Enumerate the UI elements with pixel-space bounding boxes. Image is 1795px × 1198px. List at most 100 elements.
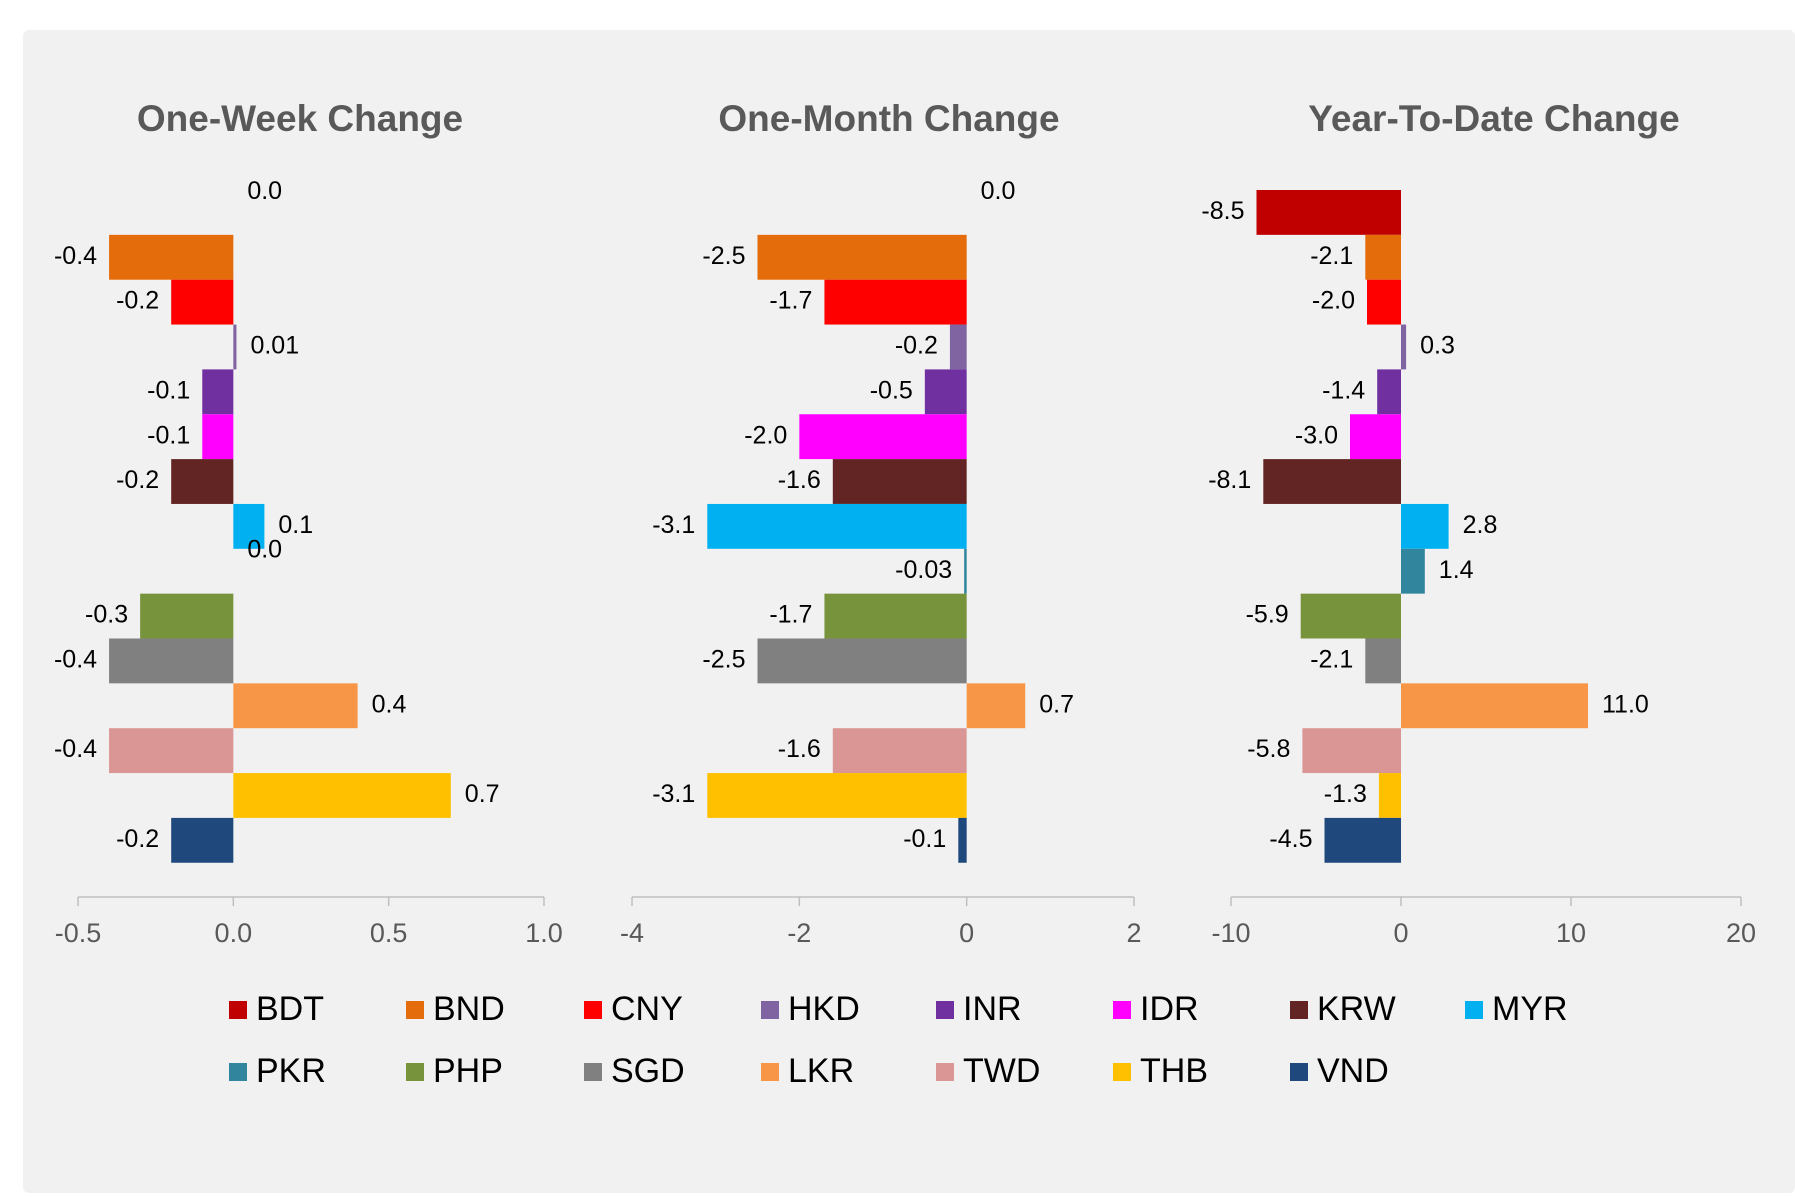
data-label: -8.1 [1208, 466, 1251, 494]
bar [109, 234, 234, 280]
legend-label: BND [433, 990, 505, 1028]
x-tick-label: 0 [959, 918, 974, 948]
data-label: -2.5 [702, 646, 745, 674]
legend-swatch [1465, 1001, 1483, 1019]
legend-swatch [1113, 1063, 1131, 1081]
data-label: -0.1 [147, 376, 190, 404]
data-label: -1.7 [769, 601, 812, 629]
chart-title: Year-To-Date Change [1308, 98, 1679, 139]
x-tick-label: -2 [787, 918, 811, 948]
bar [233, 773, 451, 818]
data-label: 0.0 [981, 177, 1016, 205]
bar [824, 279, 967, 325]
legend-swatch [229, 1001, 247, 1019]
bar [233, 683, 358, 729]
data-label: 0.7 [465, 780, 500, 808]
legend-label: MYR [1492, 990, 1568, 1028]
data-label: -2.0 [744, 421, 787, 449]
x-tick-label: 0.0 [215, 918, 253, 948]
bar [757, 638, 967, 684]
data-label: 0.0 [247, 177, 282, 205]
data-label: 0.7 [1039, 690, 1074, 718]
legend-swatch [1113, 1001, 1131, 1019]
bar [832, 459, 967, 504]
x-tick-label: 2 [1126, 918, 1141, 948]
data-label: 0.3 [1420, 332, 1455, 360]
data-label: -2.1 [1310, 242, 1353, 270]
bar [757, 234, 967, 280]
data-label: -2.0 [1312, 287, 1355, 315]
bar [924, 369, 967, 415]
legend-swatch [1290, 1001, 1308, 1019]
data-label: -1.6 [778, 466, 821, 494]
legend-label: PKR [256, 1052, 326, 1090]
legend-label: THB [1140, 1052, 1208, 1090]
legend-swatch [406, 1001, 424, 1019]
legend-label: SGD [611, 1052, 685, 1090]
bar [1302, 728, 1401, 774]
data-label: -5.8 [1247, 735, 1290, 763]
bar [799, 414, 967, 460]
data-label: -0.4 [54, 646, 97, 674]
x-tick-label: -10 [1211, 918, 1250, 948]
x-tick-label: -4 [620, 918, 644, 948]
x-tick-label: 0 [1393, 918, 1408, 948]
x-tick-label: 10 [1556, 918, 1586, 948]
bar [966, 683, 1026, 729]
bar [1378, 773, 1401, 818]
data-label: -3.1 [652, 780, 695, 808]
bar [1401, 324, 1407, 370]
legend-swatch [761, 1001, 779, 1019]
data-label: -0.2 [895, 332, 938, 360]
bar [1324, 817, 1401, 863]
data-label: 1.4 [1439, 556, 1474, 584]
data-label: -1.4 [1322, 376, 1365, 404]
bar [1365, 234, 1401, 280]
legend-swatch [936, 1001, 954, 1019]
legend-swatch [761, 1063, 779, 1081]
bar [1401, 548, 1425, 594]
legend-swatch [229, 1063, 247, 1081]
bar [202, 369, 234, 415]
legend-label: HKD [788, 990, 860, 1028]
legend-label: PHP [433, 1052, 503, 1090]
legend-label: KRW [1317, 990, 1396, 1028]
legend-label: CNY [611, 990, 683, 1028]
bar [958, 817, 967, 863]
data-label: 0.01 [250, 332, 299, 360]
bar [1367, 279, 1401, 325]
data-label: 0.4 [372, 690, 407, 718]
bar [140, 593, 234, 639]
bar [824, 593, 967, 639]
bar [233, 324, 237, 370]
data-label: 2.8 [1463, 511, 1498, 539]
data-label: -0.1 [147, 421, 190, 449]
data-label: -0.2 [116, 825, 159, 853]
legend-swatch [584, 1001, 602, 1019]
data-label: -2.1 [1310, 646, 1353, 674]
data-label: 0.1 [278, 511, 313, 539]
x-tick-label: 1.0 [525, 918, 563, 948]
legend-label: BDT [256, 990, 324, 1028]
bar [1377, 369, 1401, 415]
legend-swatch [936, 1063, 954, 1081]
data-label: -5.9 [1246, 601, 1289, 629]
bar [109, 638, 234, 684]
data-label: -4.5 [1269, 825, 1312, 853]
bar [202, 414, 234, 460]
bar [964, 548, 967, 594]
x-tick-label: 20 [1726, 918, 1756, 948]
bar [949, 324, 967, 370]
bar [1401, 683, 1588, 729]
bar [233, 503, 265, 549]
data-label: -1.3 [1324, 780, 1367, 808]
bar [171, 459, 234, 504]
data-label: -3.1 [652, 511, 695, 539]
legend-label: VND [1317, 1052, 1389, 1090]
bar [1350, 414, 1401, 460]
bar [1401, 503, 1449, 549]
bar [707, 773, 967, 818]
data-label: -0.1 [903, 825, 946, 853]
bar [1300, 593, 1401, 639]
